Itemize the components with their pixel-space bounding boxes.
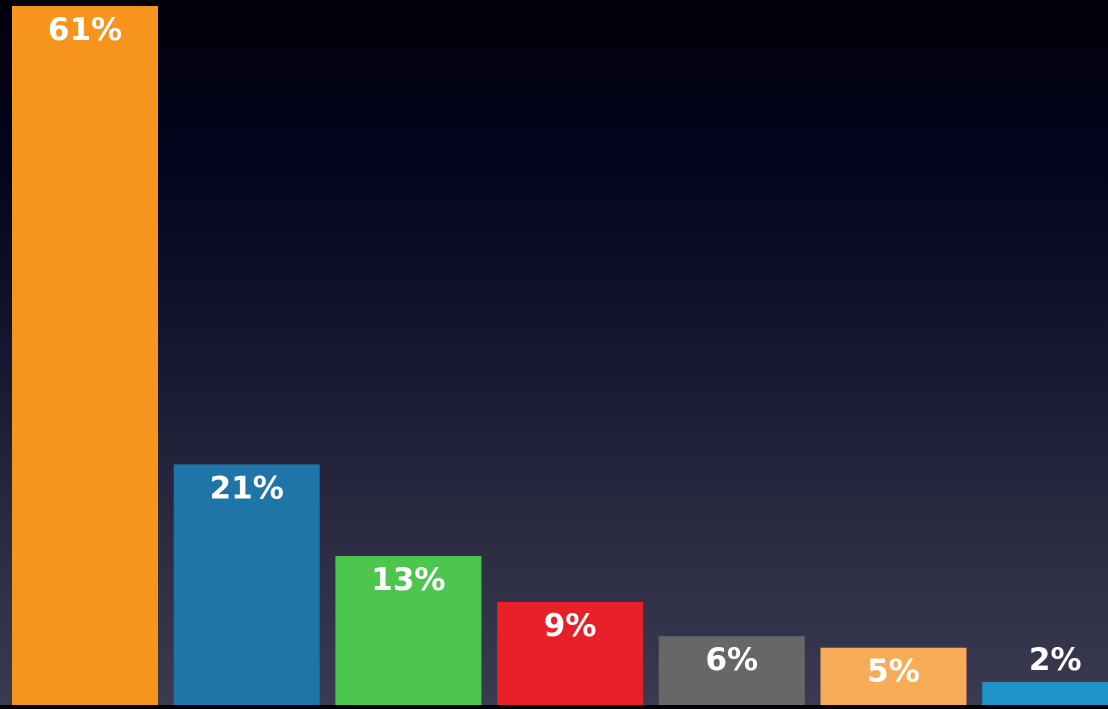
bar-value-label-5: 6% (705, 642, 758, 678)
bar-value-label-6: 5% (867, 654, 920, 690)
bar-4 (497, 601, 644, 705)
bar-value-label-1: 61% (48, 12, 122, 48)
bar-value-label-2: 21% (210, 470, 284, 506)
bar-value-label-7: 2% (1029, 642, 1082, 678)
bar-2 (173, 464, 320, 705)
bar-3 (335, 556, 482, 705)
bar-6 (820, 647, 967, 705)
bar-7 (982, 682, 1108, 705)
bar-value-label-4: 9% (544, 608, 597, 644)
bar-5 (658, 636, 805, 705)
bar-1 (12, 6, 158, 705)
bar-value-label-3: 13% (371, 562, 445, 598)
